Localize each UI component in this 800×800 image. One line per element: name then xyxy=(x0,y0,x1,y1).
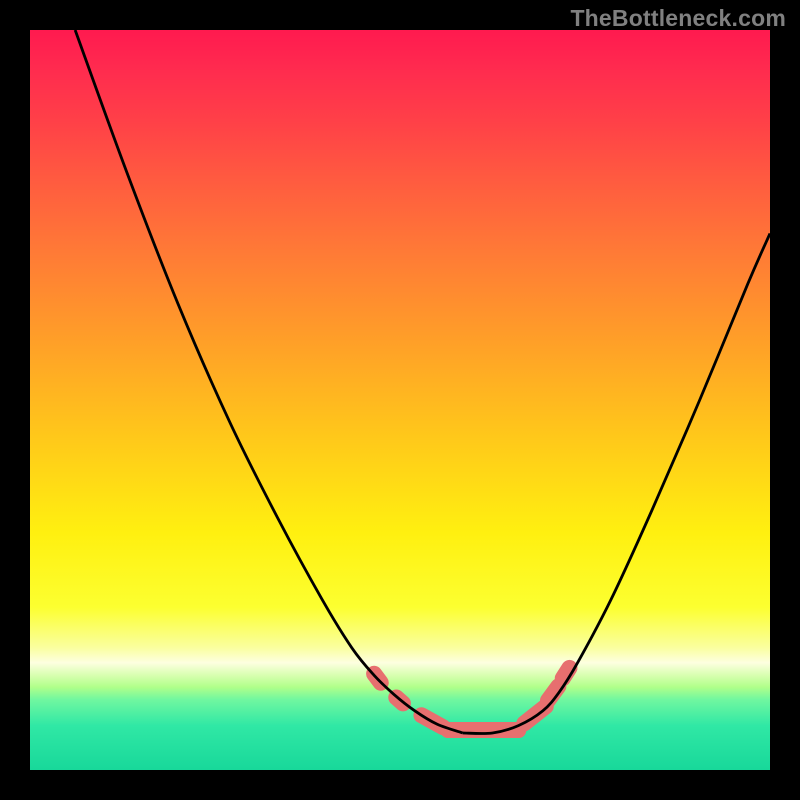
watermark-text: TheBottleneck.com xyxy=(570,5,786,32)
bottleneck-chart xyxy=(0,0,800,800)
gradient-plot-area xyxy=(30,30,770,770)
chart-stage: TheBottleneck.com xyxy=(0,0,800,800)
